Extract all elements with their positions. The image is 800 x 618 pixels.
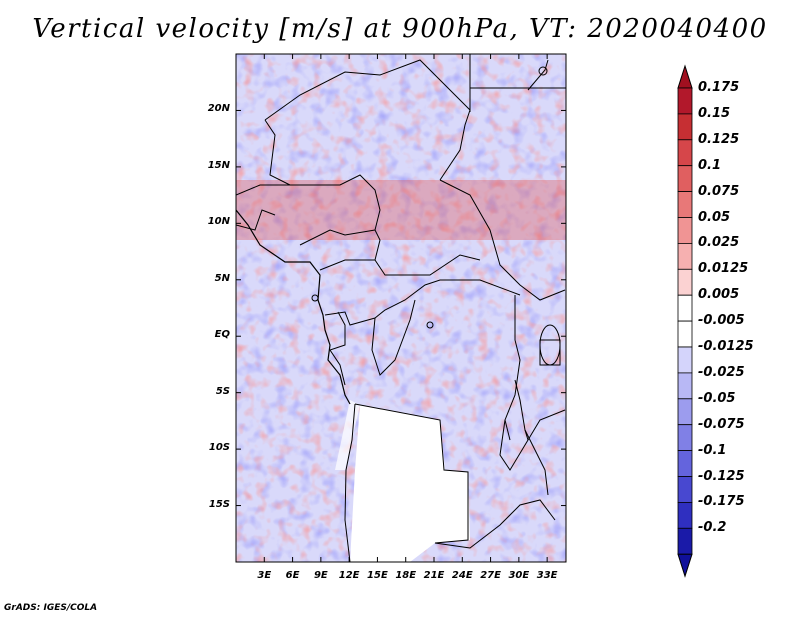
colorbar-bottom-arrow xyxy=(677,553,693,578)
lon-label: 33E xyxy=(536,570,558,581)
lon-label: 21E xyxy=(423,570,445,581)
colorbar-swatch xyxy=(677,87,693,115)
lat-label: 10S xyxy=(208,442,230,454)
map-frame xyxy=(235,53,567,563)
colorbar-label: -0.0125 xyxy=(698,339,754,354)
lon-label: 12E xyxy=(338,570,360,581)
lat-label: 10N xyxy=(207,216,230,228)
lat-label: EQ xyxy=(214,329,230,341)
colorbar-label: 0.15 xyxy=(698,105,731,121)
colorbar-swatch xyxy=(677,113,693,141)
colorbar-swatch xyxy=(677,398,693,426)
lon-label: 18E xyxy=(395,570,417,581)
lakes xyxy=(311,66,561,496)
colorbar-swatch xyxy=(677,372,693,400)
colorbar-label: 0.025 xyxy=(698,235,740,251)
lat-label: 20N xyxy=(207,103,230,115)
colorbar-label: -0.05 xyxy=(698,390,736,406)
colorbar-swatch xyxy=(677,139,693,167)
lat-label: 5N xyxy=(214,272,230,284)
colorbar-swatch xyxy=(677,501,693,529)
lon-ticks xyxy=(263,54,548,562)
colorbar-swatch xyxy=(677,476,693,503)
lon-label: 15E xyxy=(367,570,388,581)
colorbar-label: -0.175 xyxy=(698,494,745,510)
colorbar-label: -0.1 xyxy=(698,442,727,458)
colorbar-swatch xyxy=(677,527,693,555)
footer-credit: GrADS: IGES/COLA xyxy=(4,603,98,613)
lat-label: 15S xyxy=(208,498,230,510)
colorbar-label: 0.0125 xyxy=(698,261,749,277)
velocity-field xyxy=(236,54,566,562)
colorbar-label: -0.125 xyxy=(698,468,745,484)
colorbar-label: -0.2 xyxy=(698,520,727,536)
colorbar-label: 0.125 xyxy=(698,131,740,147)
colorbar-label: -0.075 xyxy=(698,416,745,432)
colorbar-swatch xyxy=(677,165,693,192)
coastline xyxy=(236,209,351,405)
colorbar-label: -0.025 xyxy=(698,364,745,380)
colorbar xyxy=(677,64,693,578)
colorbar-swatch xyxy=(677,268,693,296)
colorbar-swatch xyxy=(677,217,693,244)
colorbar-label: 0.005 xyxy=(698,287,740,303)
colorbar-label: 0.1 xyxy=(698,157,722,173)
colorbar-label: 0.05 xyxy=(698,209,731,225)
lon-label: 30E xyxy=(508,570,530,581)
colorbar-label: 0.175 xyxy=(698,80,740,95)
lon-label: 24E xyxy=(451,570,473,581)
colorbar-swatch xyxy=(677,450,693,477)
colorbar-swatch xyxy=(677,424,693,452)
lon-label: 3E xyxy=(257,570,272,581)
lat-label: 15N xyxy=(207,159,230,171)
colorbar-label: 0.075 xyxy=(698,183,740,199)
colorbar-swatch xyxy=(677,242,693,270)
chart-title: Vertical velocity [m/s] at 900hPa, VT: 2… xyxy=(32,14,768,44)
colorbar-swatch xyxy=(677,346,693,374)
country-boundaries xyxy=(236,54,566,562)
lon-label: 6E xyxy=(285,570,300,581)
colorbar-swatch xyxy=(677,191,693,218)
lon-label: 9E xyxy=(313,570,328,581)
lat-label: 5S xyxy=(215,385,230,397)
lon-label: 27E xyxy=(480,570,501,581)
lat-ticks xyxy=(236,109,566,507)
colorbar-top-arrow xyxy=(677,64,693,89)
colorbar-swatch xyxy=(677,320,693,348)
colorbar-label: -0.005 xyxy=(698,313,745,329)
colorbar-swatch xyxy=(677,294,693,322)
